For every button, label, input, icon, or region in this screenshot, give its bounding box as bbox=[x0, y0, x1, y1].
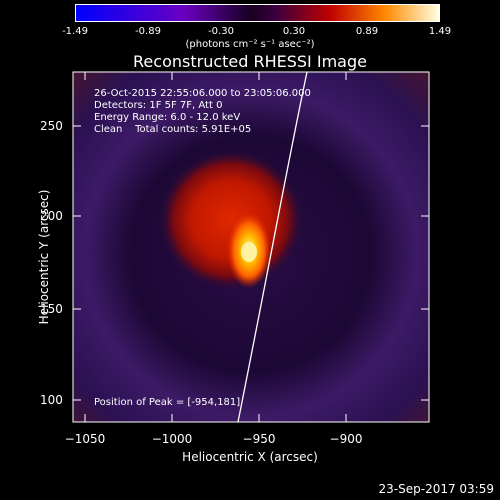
colorbar-tick: 0.30 bbox=[282, 26, 306, 37]
x-axis-label: Heliocentric X (arcsec) bbox=[182, 450, 318, 464]
y-tick-label: 250 bbox=[40, 119, 63, 133]
x-tick-label: −1000 bbox=[151, 432, 193, 446]
info-clean-counts: Clean Total counts: 5.91E+05 bbox=[94, 124, 252, 135]
colorbar-tick: -0.89 bbox=[135, 26, 161, 37]
colorbar-tick: -0.30 bbox=[208, 26, 234, 37]
plot-title: Reconstructed RHESSI Image bbox=[133, 52, 367, 71]
info-detectors: Detectors: 1F 5F 7F, Att 0 bbox=[94, 100, 223, 111]
info-energy: Energy Range: 6.0 - 12.0 keV bbox=[94, 112, 241, 123]
x-tick-label: −900 bbox=[329, 432, 363, 446]
y-tick-label: 200 bbox=[40, 209, 63, 223]
info-peak-position: Position of Peak = [-954,181] bbox=[94, 397, 241, 408]
y-axis-label: Heliocentric Y (arcsec) bbox=[37, 189, 51, 325]
colorbar-tick: 1.49 bbox=[428, 26, 452, 37]
x-tick-label: −950 bbox=[242, 432, 276, 446]
colorbar-tick: 0.89 bbox=[355, 26, 379, 37]
y-tick-label: 150 bbox=[40, 302, 63, 316]
x-tick-label: −1050 bbox=[64, 432, 106, 446]
colorbar bbox=[75, 4, 440, 22]
timestamp-footer: 23-Sep-2017 03:59 bbox=[378, 482, 494, 496]
colorbar-tick: -1.49 bbox=[62, 26, 88, 37]
y-tick-label: 100 bbox=[40, 393, 63, 407]
info-time-range: 26-Oct-2015 22:55:06.000 to 23:05:06.000 bbox=[94, 88, 311, 99]
rhessi-image bbox=[73, 72, 429, 422]
colorbar-units: (photons cm⁻² s⁻¹ asec⁻²) bbox=[185, 39, 315, 50]
